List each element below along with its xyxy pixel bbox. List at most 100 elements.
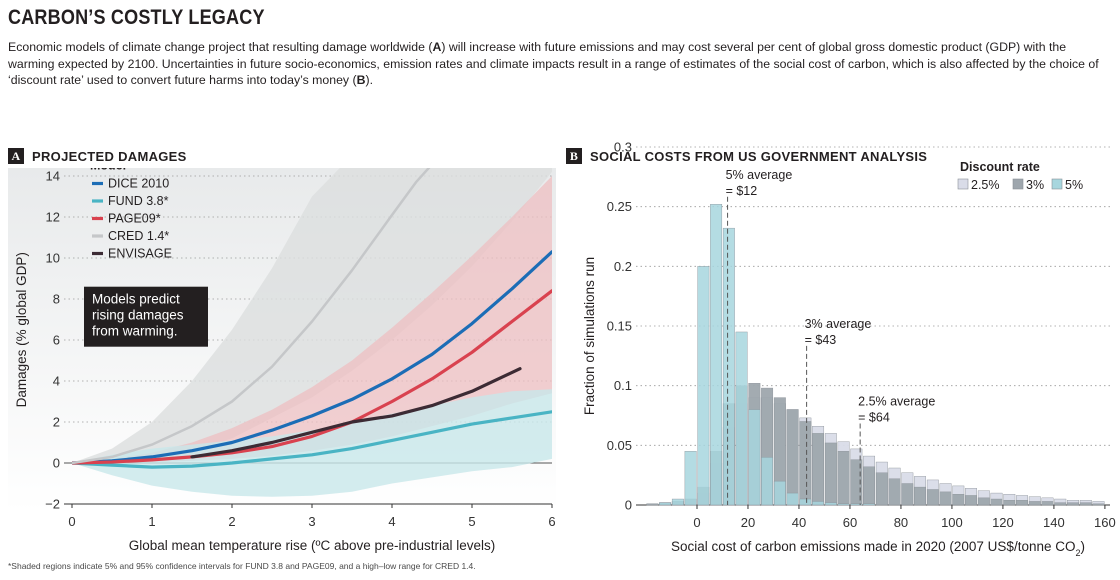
- bar-3: [939, 491, 952, 506]
- y-tick-label: 0.1: [614, 378, 632, 393]
- bar-3: [786, 409, 799, 506]
- legend-swatch-bar_3: [1012, 178, 1024, 190]
- x-tick-label: 0: [68, 514, 75, 529]
- bar-3: [1041, 501, 1054, 506]
- bar-5: [850, 503, 863, 506]
- bar-5: [786, 492, 799, 506]
- average-value: = $12: [726, 184, 758, 198]
- panel-a-heading: PROJECTED DAMAGES: [32, 148, 187, 164]
- panel-b-letter: B: [566, 148, 582, 164]
- bar-5: [824, 502, 837, 506]
- y-tick-label: 6: [53, 333, 60, 348]
- bar-3: [901, 483, 914, 506]
- x-tick-label: 0: [693, 515, 700, 530]
- bar-3: [914, 486, 927, 506]
- average-label: 5% average: [726, 168, 793, 182]
- x-tick-label: 120: [992, 515, 1014, 530]
- bar-3: [888, 478, 901, 506]
- bar-3: [1079, 502, 1092, 506]
- bar-3: [926, 489, 939, 506]
- x-tick-label: 1: [148, 514, 155, 529]
- y-tick-label: 0.05: [607, 438, 632, 453]
- y-tick-label: 4: [53, 374, 60, 389]
- bar-3: [1054, 502, 1067, 506]
- bar-3: [1067, 502, 1079, 506]
- bar-3: [977, 497, 990, 506]
- y-tick-label: 14: [46, 169, 60, 184]
- bar-3: [863, 466, 876, 506]
- x-axis-label-subscript: 2: [1075, 548, 1080, 558]
- bar-5: [761, 457, 774, 506]
- bar-3: [1092, 503, 1105, 506]
- cred-line: [72, 168, 431, 465]
- bar-5: [697, 266, 710, 506]
- x-tick-label: 3: [308, 514, 315, 529]
- x-tick-label: 40: [792, 515, 806, 530]
- legend-label: 3%: [1026, 178, 1044, 192]
- y-axis-label: Fraction of simulations run: [582, 257, 597, 415]
- bar-3: [875, 472, 888, 506]
- bar-3: [799, 421, 812, 506]
- bar-5: [710, 204, 723, 506]
- page-line: [72, 289, 552, 465]
- panel-a-header: A PROJECTED DAMAGES: [8, 146, 187, 166]
- legend-swatch-bar_5: [1051, 178, 1063, 190]
- bar-3: [965, 495, 977, 506]
- x-tick-label: 5: [468, 514, 475, 529]
- annotation-box: [84, 286, 208, 347]
- bar-5: [684, 451, 697, 506]
- bar-5: [863, 503, 876, 506]
- average-label: 2.5% average: [858, 395, 935, 409]
- legend-label: 2.5%: [971, 178, 1000, 192]
- envisage-line: [190, 367, 522, 459]
- panel-b-header: B SOCIAL COSTS FROM US GOVERNMENT ANALYS…: [566, 146, 927, 166]
- bar-5: [773, 480, 786, 506]
- y-tick-label: 0: [625, 498, 632, 513]
- x-tick-label: 60: [843, 515, 857, 530]
- x-tick-label: 2: [228, 514, 235, 529]
- average-value: = $43: [805, 333, 837, 347]
- x-tick-label: 6: [548, 514, 555, 529]
- bar-5: [671, 498, 684, 506]
- annotation-line: rising damages: [92, 308, 184, 323]
- annotation-line: from warming.: [92, 324, 178, 339]
- intro-paragraph: Economic models of climate change projec…: [8, 40, 1099, 87]
- y-tick-label: −2: [45, 497, 60, 512]
- legend-swatch-bar_25: [957, 178, 969, 190]
- x-tick-label: 160: [1094, 515, 1116, 530]
- bar-5: [837, 503, 850, 506]
- y-tick-label: 0: [53, 456, 60, 471]
- bar-3: [646, 503, 659, 506]
- bar-3: [990, 498, 1003, 506]
- social-cost-chart: 0 0.05 0.1 0.15 0.2 0.25 0.3 5% average = $12 3% …: [582, 140, 1116, 559]
- bar-5: [748, 409, 761, 506]
- x-axis-label: Social cost of carbon emissions made in …: [671, 539, 1085, 558]
- x-tick-label: 4: [388, 514, 395, 529]
- legend-title: Discount rate: [960, 160, 1040, 174]
- bar-5: [659, 502, 672, 506]
- bar-3: [837, 451, 850, 506]
- footnote: *Shaded regions indicate 5% and 95% conf…: [8, 561, 476, 571]
- y-tick-label: 8: [53, 292, 60, 307]
- dice-line: [72, 250, 552, 465]
- x-axis-label: Global mean temperature rise (ºC above p…: [129, 538, 496, 553]
- page-band-area: [72, 176, 552, 463]
- y-tick-label: 2: [53, 415, 60, 430]
- average-label: 3% average: [805, 317, 872, 331]
- y-tick-label: 0.3: [614, 140, 632, 155]
- x-tick-label: 80: [894, 515, 908, 530]
- fund-band-area: [72, 389, 552, 497]
- bar-3: [952, 494, 965, 506]
- bar-3: [1028, 501, 1041, 506]
- bar-3: [812, 433, 825, 506]
- fund-line: [72, 410, 552, 469]
- y-tick-label: 0.2: [614, 259, 632, 274]
- y-tick-label: 10: [46, 251, 60, 266]
- average-value: = $64: [858, 411, 890, 425]
- panel-a-letter: A: [8, 148, 24, 164]
- bar-5: [735, 331, 748, 506]
- legend-label-dice: DICE 2010: [108, 177, 169, 191]
- panel-b-heading: SOCIAL COSTS FROM US GOVERNMENT ANALYSIS: [590, 148, 928, 164]
- y-axis-label: Damages (% global GDP): [14, 252, 29, 407]
